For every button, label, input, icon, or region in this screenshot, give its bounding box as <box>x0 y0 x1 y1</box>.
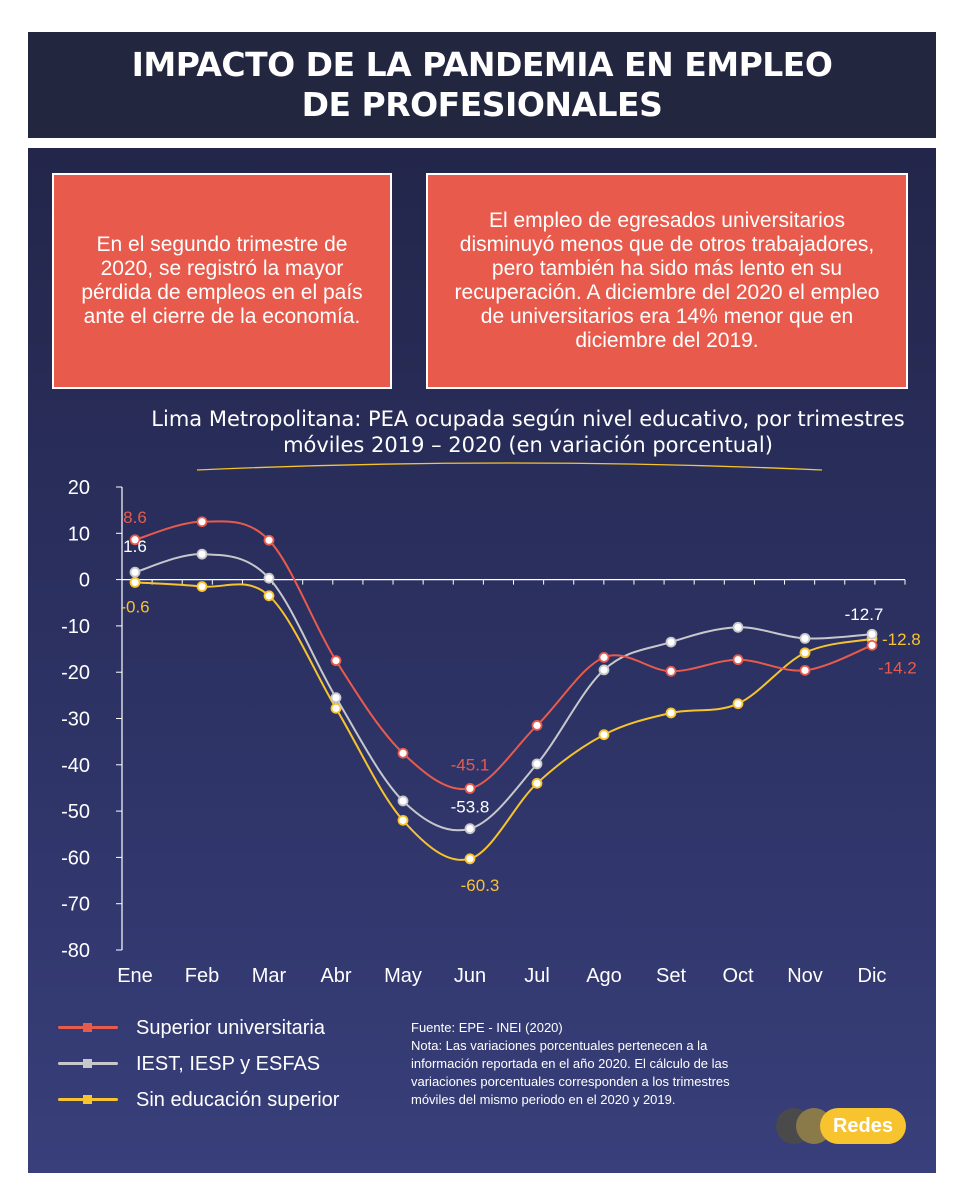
y-tick-label: -50 <box>61 801 90 823</box>
data-point-iest <box>732 621 744 633</box>
y-tick-label: -10 <box>61 616 90 638</box>
data-label-sin-superior: -60.3 <box>461 876 500 895</box>
y-tick-label: -40 <box>61 755 90 777</box>
data-point-universitaria <box>263 534 275 546</box>
content-panel: En el segundo trimestre de 2020, se regi… <box>28 148 936 1173</box>
data-point-iest <box>464 823 476 835</box>
data-point-sin-superior <box>129 576 141 588</box>
line-chart: 20 10 0 -10 -20 -30 -40 -50 -60 -70 -80 Ene Feb Mar Ab… <box>61 462 921 987</box>
data-point-sin-superior <box>732 698 744 710</box>
data-point-universitaria <box>799 664 811 676</box>
data-point-sin-superior <box>665 707 677 719</box>
legend-label: IEST, IESP y ESFAS <box>136 1053 321 1075</box>
x-tick-label: May <box>384 965 422 987</box>
x-tick-label: Mar <box>252 965 287 987</box>
data-point-sin-superior <box>263 590 275 602</box>
data-point-iest <box>263 572 275 584</box>
y-tick-label: 0 <box>79 570 90 592</box>
title-bar: IMPACTO DE LA PANDEMIA EN EMPLEO DE PROF… <box>28 32 936 138</box>
data-point-universitaria <box>196 516 208 528</box>
x-tick-label: Nov <box>787 965 823 987</box>
data-point-iest <box>598 664 610 676</box>
x-tick-label: Jun <box>454 965 486 987</box>
title-underline <box>196 462 823 471</box>
series-line-iest <box>134 553 873 832</box>
footnote-source: Fuente: EPE - INEI (2020) <box>411 1020 563 1035</box>
data-point-sin-superior <box>330 702 342 714</box>
data-label-iest: 1.6 <box>123 537 147 556</box>
data-point-universitaria <box>732 654 744 666</box>
y-tick-label: -60 <box>61 847 90 869</box>
legend-item-universitaria: Superior universitaria <box>58 1015 378 1039</box>
data-point-iest <box>866 628 878 640</box>
data-label-sin-superior: -12.8 <box>882 630 921 649</box>
x-tick-label: Ago <box>586 965 622 987</box>
data-point-sin-superior <box>598 729 610 741</box>
y-tick-label: -20 <box>61 662 90 684</box>
callout-left: En el segundo trimestre de 2020, se regi… <box>52 173 392 389</box>
series-line-sin-superior <box>134 581 873 861</box>
legend-label: Superior universitaria <box>136 1017 325 1039</box>
data-point-universitaria <box>531 720 543 731</box>
data-label-sin-superior: -0.6 <box>120 597 149 616</box>
y-tick-label: 10 <box>68 523 90 545</box>
data-point-universitaria <box>598 651 610 663</box>
x-tick-label: Set <box>656 965 686 987</box>
footnote-note: Nota: Las variaciones porcentuales perte… <box>411 1038 730 1107</box>
redes-logo: Redes <box>776 1108 908 1144</box>
y-tick-label: -30 <box>61 709 90 731</box>
x-tick-label: Dic <box>858 965 887 987</box>
footnote: Fuente: EPE - INEI (2020) Nota: Las varia… <box>411 1019 771 1109</box>
data-label-iest: -53.8 <box>451 798 490 817</box>
data-point-iest <box>330 692 342 704</box>
data-point-iest <box>397 795 409 807</box>
y-tick-label: -80 <box>61 940 90 962</box>
y-tick-label: -70 <box>61 894 90 916</box>
data-point-universitaria <box>330 655 342 667</box>
legend-swatch-universitaria <box>58 1023 118 1032</box>
x-tick-label: Abr <box>320 965 351 987</box>
legend-swatch-iest <box>58 1059 118 1068</box>
x-tick-label: Jul <box>524 965 550 987</box>
chart-title: Lima Metropolitana: PEA ocupada según ni… <box>151 407 905 457</box>
callout-right: El empleo de egresados universitarios di… <box>426 173 908 389</box>
x-tick-label: Ene <box>117 965 153 987</box>
legend-label: Sin educación superior <box>136 1089 340 1111</box>
data-point-iest <box>665 636 677 648</box>
data-label-universitaria: -45.1 <box>451 755 490 774</box>
callout-left-text: En el segundo trimestre de 2020, se regi… <box>81 233 363 328</box>
data-label-iest: -12.7 <box>845 605 884 624</box>
data-point-universitaria <box>464 783 476 794</box>
data-point-sin-superior <box>799 647 811 659</box>
legend-item-iest: IEST, IESP y ESFAS <box>58 1051 378 1075</box>
data-point-sin-superior <box>196 581 208 592</box>
data-point-iest <box>129 566 141 578</box>
callout-right-text: El empleo de egresados universitarios di… <box>454 209 880 352</box>
y-tick-label: 20 <box>68 477 90 499</box>
legend-swatch-sin-superior <box>58 1095 118 1104</box>
page-title: IMPACTO DE LA PANDEMIA EN EMPLEO DE PROF… <box>131 45 833 124</box>
data-point-iest <box>799 633 811 644</box>
data-point-universitaria <box>129 534 141 546</box>
data-point-sin-superior <box>397 814 409 826</box>
data-point-universitaria <box>665 665 677 677</box>
data-point-universitaria <box>397 747 409 759</box>
data-point-iest <box>531 758 543 770</box>
legend-item-sin-superior: Sin educación superior <box>58 1087 378 1111</box>
data-label-universitaria: -14.2 <box>878 658 917 677</box>
data-label-universitaria: 8.6 <box>123 508 147 527</box>
x-tick-label: Oct <box>722 965 754 987</box>
data-point-iest <box>196 548 208 560</box>
x-tick-label: Feb <box>185 965 219 987</box>
data-point-universitaria <box>866 639 878 651</box>
data-point-sin-superior <box>531 777 543 789</box>
data-point-sin-superior <box>464 853 476 865</box>
logo-text: Redes <box>820 1108 906 1144</box>
